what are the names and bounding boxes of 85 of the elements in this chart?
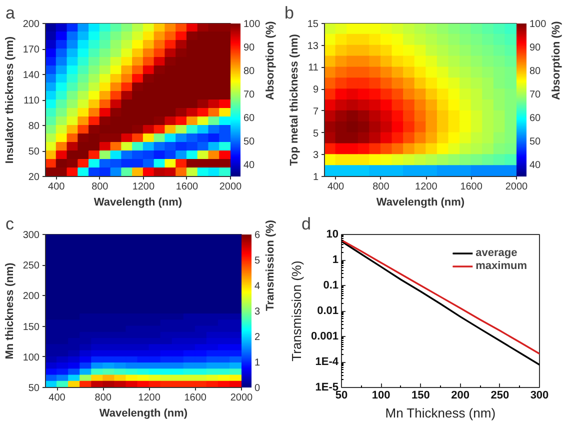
chart-title: d — [302, 214, 311, 234]
x-tick-label: 1600 — [460, 182, 483, 192]
color-bar-label: 70 — [530, 90, 542, 101]
y-tick-label: 1E-4 — [315, 356, 340, 368]
y-tick-label: 170 — [22, 44, 40, 56]
x-axis-title: Mn Thickness (nm) — [385, 406, 496, 420]
y-axis-title: Insulator thickness (nm) — [4, 36, 16, 164]
color-bar-label: 3 — [254, 306, 260, 318]
color-bar-label: 5 — [254, 256, 260, 266]
color-bar-label: 90 — [244, 42, 256, 54]
x-tick-label: 1200 — [138, 392, 161, 404]
y-tick-label: 10 — [326, 228, 339, 240]
color-bar-label: 6 — [254, 230, 260, 241]
color-bar-label: 50 — [244, 136, 256, 148]
x-tick-label: 2000 — [219, 182, 242, 192]
y-tick-label: 0.01 — [317, 305, 339, 317]
y-tick-label: 0.001 — [310, 330, 339, 342]
color-bar-label: 100 — [530, 19, 547, 30]
x-axis-title: Wavelength (nm) — [94, 196, 182, 208]
y-axis-title: Transmission (%) — [288, 260, 304, 362]
chart-title: a — [6, 4, 16, 22]
y-tick-label: 5 — [312, 128, 319, 140]
x-tick-label: 1600 — [184, 392, 207, 404]
color-bar-label: 1 — [254, 358, 260, 368]
chart-title: c — [6, 214, 14, 234]
x-tick-label: 2000 — [230, 392, 254, 404]
x-tick-label: 1200 — [415, 182, 438, 192]
color-bar-label: 90 — [530, 42, 542, 54]
y-tick-label: 15 — [307, 19, 319, 30]
x-tick-label: 300 — [530, 390, 549, 402]
y-tick-label: 100 — [22, 352, 40, 364]
x-tick-label: 800 — [94, 392, 112, 404]
y-tick-label: 0.1 — [323, 280, 339, 292]
color-bar-label: 0 — [254, 383, 260, 394]
x-tick-label: 400 — [48, 182, 66, 192]
x-tick-label: 50 — [335, 390, 348, 402]
y-tick-label: 140 — [22, 70, 40, 81]
y-tick-label: 200 — [22, 19, 40, 30]
y-tick-label: 300 — [22, 230, 40, 241]
color-bar-label: 70 — [244, 90, 256, 101]
x-tick-label: 1200 — [132, 182, 156, 192]
color-bar-title: Transmission (%) — [264, 220, 276, 311]
color-bar-label: 2 — [254, 332, 260, 343]
legend-label: average — [476, 246, 518, 259]
y-tick-label: 110 — [24, 96, 40, 106]
x-tick-label: 400 — [327, 182, 345, 192]
color-bar-label: 50 — [530, 136, 542, 148]
y-tick-label: 7 — [312, 106, 319, 118]
y-tick-label: 250 — [22, 260, 40, 272]
y-tick-label: 20 — [28, 172, 40, 183]
y-tick-label: 13 — [307, 40, 319, 52]
x-tick-label: 1600 — [176, 182, 199, 192]
color-bar-label: 80 — [244, 66, 256, 78]
y-tick-label: 50 — [28, 146, 40, 158]
y-tick-label: 1 — [332, 254, 339, 266]
color-bar-label: 60 — [244, 113, 256, 124]
y-tick-label: 80 — [28, 121, 40, 132]
x-tick-label: 800 — [372, 182, 390, 192]
color-bar-title: Absorption (%) — [550, 20, 562, 100]
x-tick-label: 150 — [412, 390, 430, 402]
color-bar-label: 60 — [530, 113, 542, 124]
color-bar-label: 100 — [244, 19, 261, 30]
y-axis-title: Top metal thickness (nm) — [288, 34, 300, 166]
color-bar-label: 40 — [244, 160, 256, 172]
x-tick-label: 2000 — [505, 182, 528, 192]
y-tick-label: 11 — [308, 62, 319, 74]
y-axis-title: Mn thickness (nm) — [4, 262, 16, 360]
y-tick-label: 1 — [312, 172, 319, 183]
x-tick-label: 800 — [92, 182, 109, 192]
x-tick-label: 250 — [490, 390, 510, 402]
y-tick-label: 150 — [22, 322, 40, 333]
x-tick-label: 400 — [48, 392, 66, 404]
color-bar-label: 80 — [530, 66, 542, 78]
color-bar-label: 4 — [254, 281, 260, 292]
x-axis-title: Wavelength (nm) — [99, 408, 188, 420]
x-tick-label: 100 — [372, 390, 390, 402]
y-tick-label: 3 — [312, 150, 319, 162]
x-tick-label: 200 — [451, 390, 470, 402]
y-tick-label: 200 — [22, 291, 40, 302]
legend-label: maximum — [476, 259, 527, 272]
x-axis-title: Wavelength (nm) — [376, 196, 465, 208]
y-tick-label: 9 — [312, 84, 319, 96]
color-bar-title: Absorption (%) — [264, 20, 276, 100]
color-bar-label: 40 — [530, 160, 542, 172]
chart-title: b — [284, 4, 294, 22]
